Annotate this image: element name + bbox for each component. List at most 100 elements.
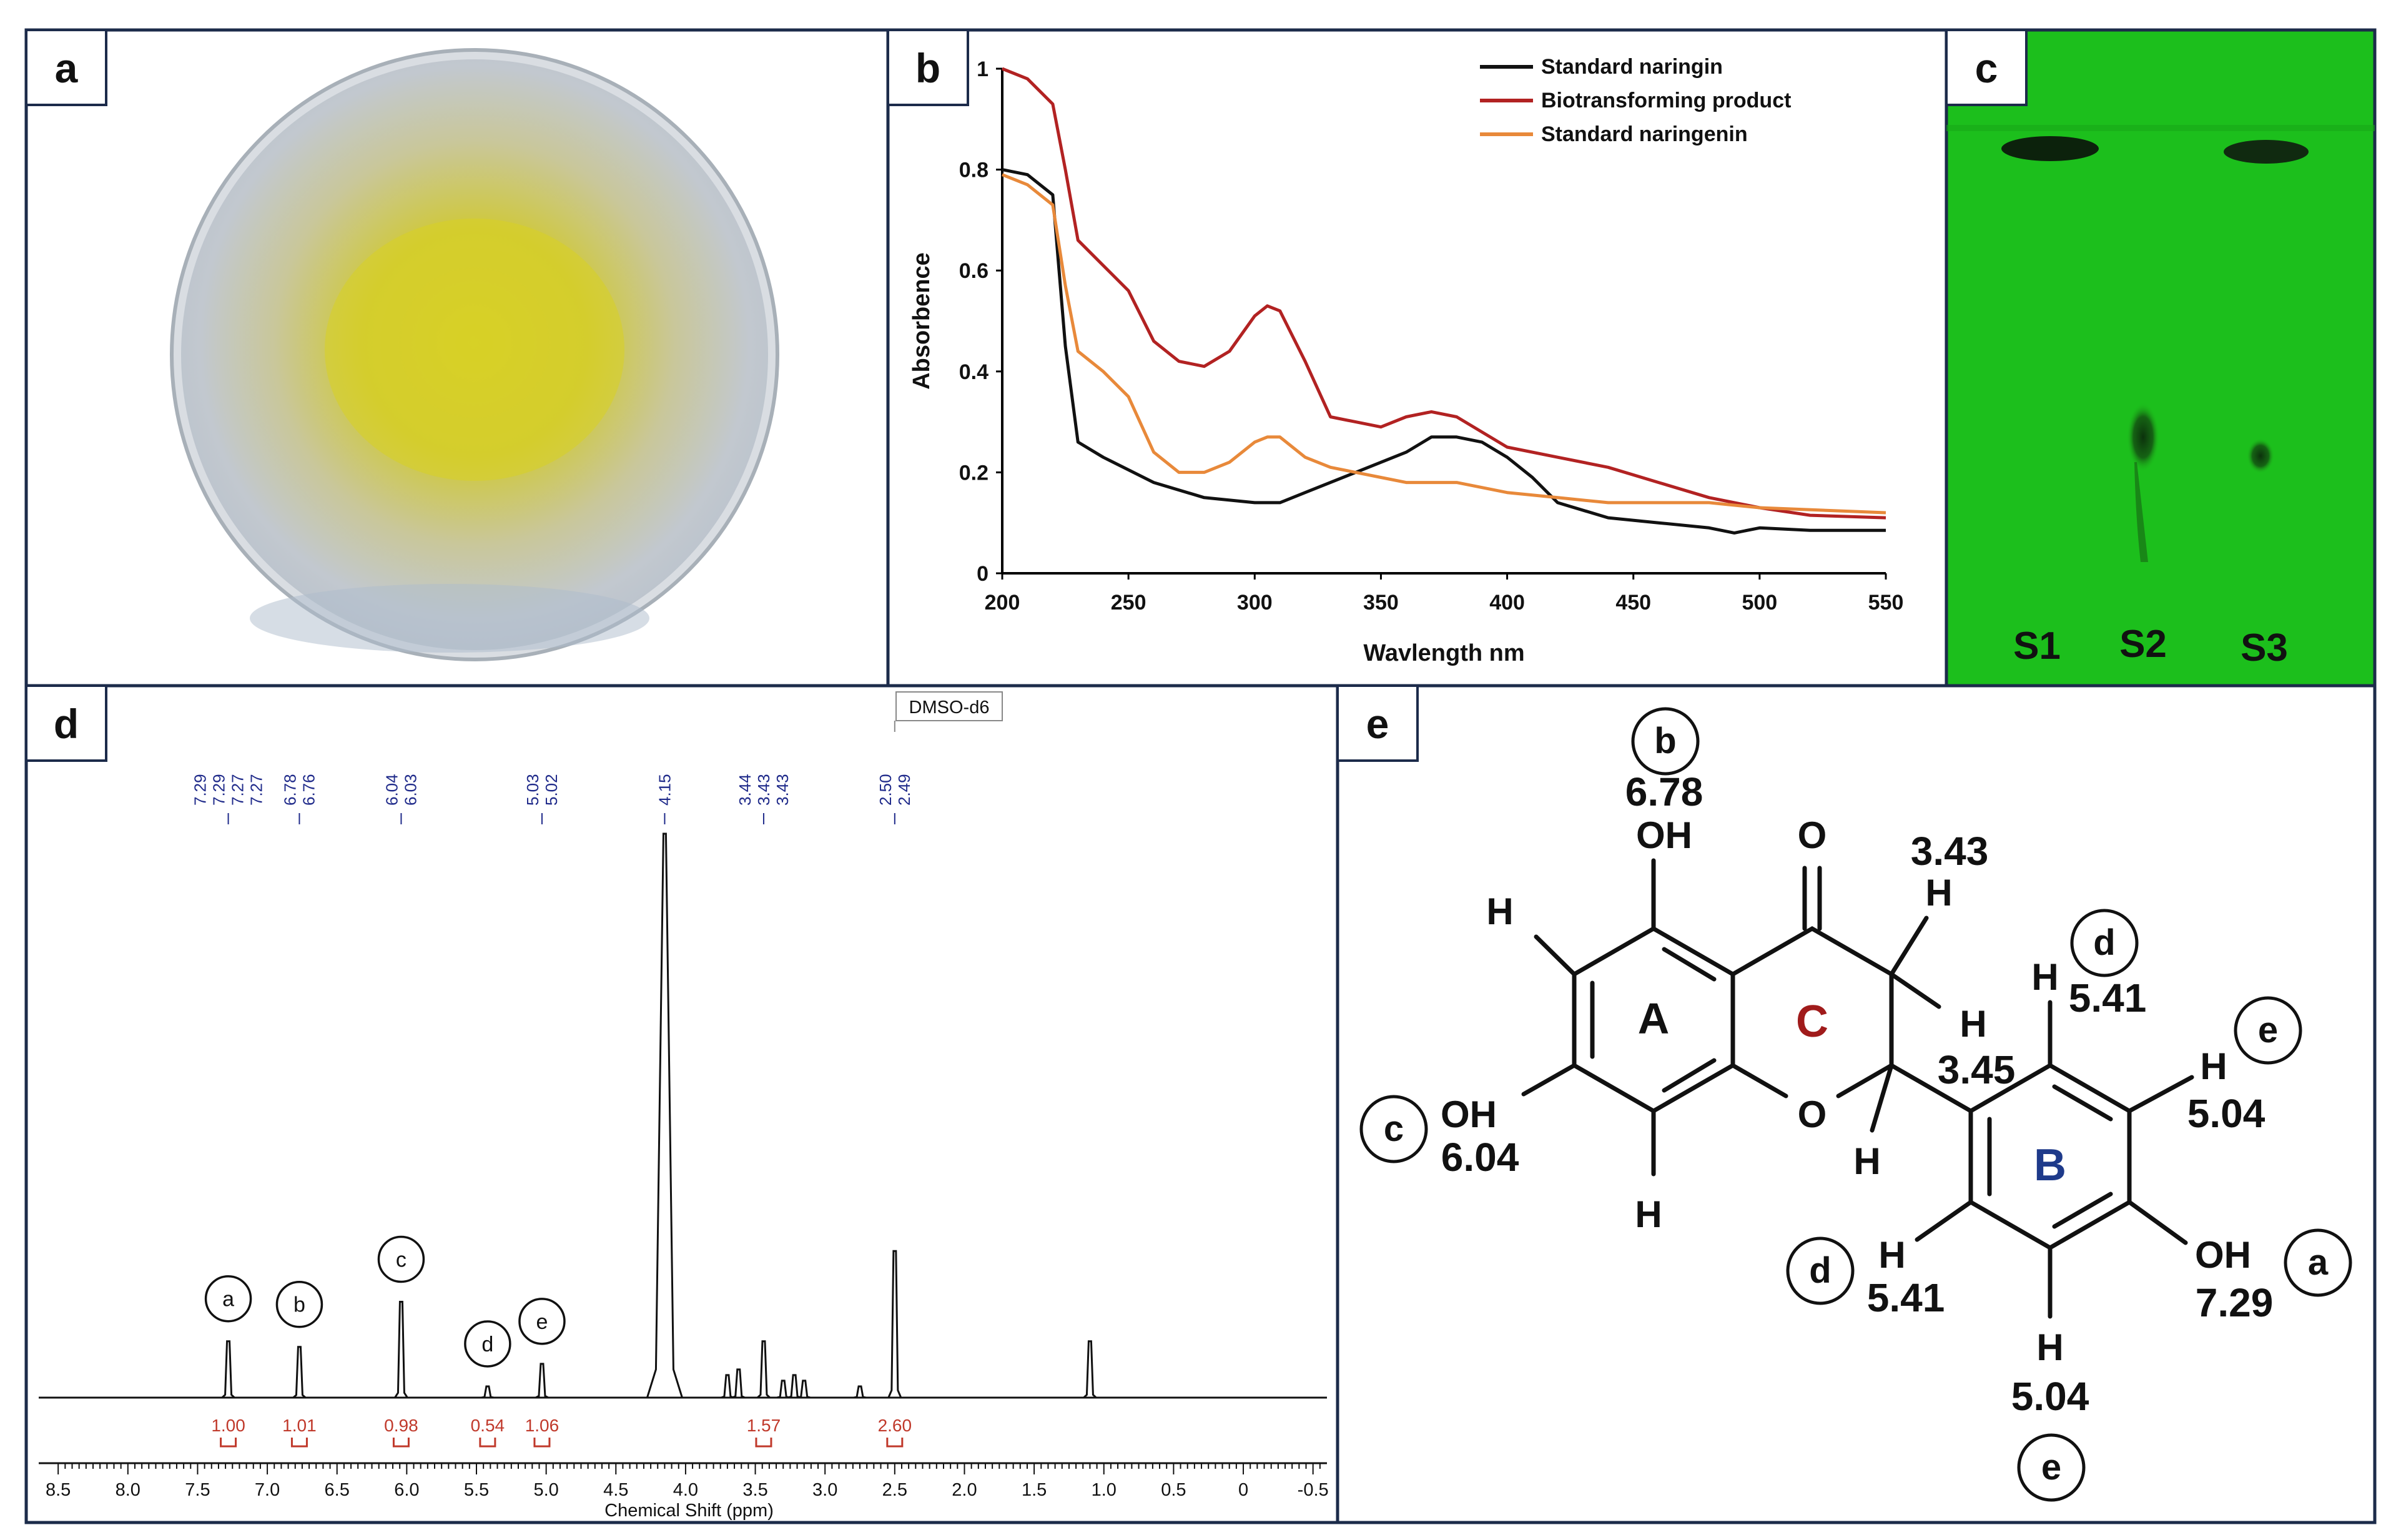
x-tick-label: 200 — [985, 591, 1020, 615]
integral-bracket — [392, 1438, 410, 1448]
peak-ppm-label: 5.03 — [523, 774, 542, 806]
ring-c-bonds — [1730, 925, 1894, 1068]
x-tick-label: 3.5 — [742, 1480, 767, 1500]
shift-a: 7.29 — [2196, 1280, 2274, 1325]
solvent-callout-box — [895, 691, 1003, 721]
petri-dish-image — [170, 48, 779, 661]
nmr-peak-12 — [853, 1385, 867, 1399]
x-tick-label: 400 — [1489, 591, 1525, 615]
peak-ppm-label: 3.43 — [754, 774, 773, 806]
panel-a-tag: a — [55, 45, 79, 91]
nmr-peak-9 — [776, 1380, 790, 1399]
x-tick-label: 550 — [1868, 591, 1904, 615]
circle-d-top-label: d — [2093, 922, 2115, 963]
panel-e-tag: e — [1366, 701, 1389, 747]
shift-b: 6.78 — [1625, 769, 1703, 814]
panel-a-tag-box — [25, 29, 107, 106]
integral-bracket — [533, 1438, 551, 1448]
peak-ppm-label: 7.27 — [229, 774, 247, 806]
integral-bracket — [220, 1438, 237, 1448]
integral-value: 1.57 — [747, 1416, 781, 1435]
peak-ppm-label: 3.43 — [773, 774, 792, 806]
nmr-peak-3 — [481, 1385, 495, 1399]
panel-b-tag-box — [887, 29, 969, 106]
peak-label-circle — [204, 1275, 252, 1323]
x-tick-label: 500 — [1742, 591, 1777, 615]
series-line-1 — [1002, 67, 1886, 520]
x-tick-label: 8.5 — [46, 1480, 71, 1500]
x-tick-label: 450 — [1615, 591, 1651, 615]
x-tick-label: 4.0 — [673, 1480, 698, 1500]
x-tick-label: 1.0 — [1092, 1480, 1117, 1500]
peak-label-circle — [377, 1235, 425, 1283]
atom-h2: H — [1853, 1140, 1880, 1182]
x-tick-label: 6.0 — [394, 1480, 419, 1500]
panel-e: O O OH OH OH H H H H H H H H H A C B 6.7… — [1336, 684, 2377, 1524]
peak-ppm-label: 7.29 — [191, 774, 210, 806]
panel-a: a — [24, 28, 890, 688]
y-tick-label: 0.2 — [959, 461, 989, 485]
tlc-plate — [1945, 28, 2377, 688]
circle-c-label: c — [1384, 1108, 1404, 1149]
peak-ppm-label: 7.27 — [247, 774, 266, 806]
circle-c — [1359, 1095, 1428, 1163]
peak-label: e — [536, 1310, 548, 1334]
nmr-peak-1 — [292, 1346, 307, 1399]
series-line-0 — [1002, 168, 1886, 535]
uv-spectrum-chart: 200 250 300 350 400 450 500 550 0 0.2 0.4 0.6 0.8 1 Wa… — [909, 55, 1903, 666]
spot-s1-top — [2001, 136, 2099, 161]
circle-a — [2284, 1228, 2352, 1297]
atom-oh-right: OH — [2195, 1234, 2251, 1276]
peak-ppm-label: 6.03 — [401, 774, 420, 806]
integral-value: 2.60 — [878, 1416, 912, 1435]
solvent-label: DMSO-d6 — [909, 698, 990, 718]
integral-bracket — [755, 1438, 772, 1448]
circle-e-bottom — [2017, 1433, 2086, 1502]
integral-value: 0.54 — [471, 1416, 505, 1435]
integral-bracket — [886, 1438, 904, 1448]
panel-b: 200 250 300 350 400 450 500 550 0 0.2 0.4 0.6 0.8 1 Wa… — [886, 28, 1948, 688]
peak-label: a — [222, 1288, 234, 1311]
integral-value: 1.06 — [525, 1416, 560, 1435]
spot-s3 — [2247, 438, 2274, 473]
peak-label-circle — [464, 1320, 511, 1368]
lane-s3: S3 — [2241, 626, 2288, 669]
series-line-2 — [1002, 173, 1886, 515]
peak-ppm-label: 5.02 — [542, 774, 561, 806]
peak-ppm-label: 4.15 — [655, 774, 674, 806]
legend-label-1: Biotransforming product — [1541, 89, 1791, 112]
peak-label: c — [396, 1248, 407, 1271]
peak-ppm-label: 2.49 — [895, 774, 914, 806]
x-tick-label: 300 — [1237, 591, 1273, 615]
x-tick-label: 3.0 — [812, 1480, 837, 1500]
x-tick-label: 7.5 — [185, 1480, 210, 1500]
lane-s2: S2 — [2119, 623, 2167, 666]
panel-d-tag: d — [54, 701, 79, 747]
shift-e-bottom: 5.04 — [2011, 1374, 2089, 1419]
atom-oh-top: OH — [1636, 814, 1692, 856]
x-tick-label: 350 — [1363, 591, 1399, 615]
atom-h-b-left: H — [1878, 1234, 1905, 1276]
peak-ppm-label: 2.50 — [876, 774, 895, 806]
x-tick-label: 2.5 — [882, 1480, 907, 1500]
integral-value: 1.00 — [211, 1416, 245, 1435]
x-axis-title: Wavlength nm — [1363, 640, 1524, 666]
circle-b — [1631, 707, 1700, 776]
nmr-peak-7 — [732, 1368, 746, 1399]
lane-s1: S1 — [2013, 624, 2061, 668]
nmr-peak-13 — [887, 1250, 902, 1398]
nmr-peak-0 — [221, 1340, 235, 1399]
naringenin-structure: O O OH OH OH H H H H H H H H H A C B 6.7… — [1359, 707, 2352, 1502]
shift-h2: 3.45 — [1938, 1047, 2016, 1092]
ring-c-label: C — [1796, 997, 1828, 1047]
circle-a-label: a — [2308, 1242, 2329, 1283]
nmr-peak-2 — [394, 1300, 408, 1398]
panel-c: S1 S2 S3 c — [1945, 28, 2377, 688]
y-tick-label: 0.8 — [959, 159, 989, 182]
panel-d-frame — [24, 684, 1339, 1524]
nmr-peak-14 — [1083, 1340, 1097, 1399]
nmr-peak-4 — [535, 1363, 549, 1399]
circle-d-bottom-label: d — [1809, 1250, 1831, 1291]
x-tick-label: 4.5 — [603, 1480, 628, 1500]
atom-h-b-bottom: H — [2036, 1326, 2063, 1368]
